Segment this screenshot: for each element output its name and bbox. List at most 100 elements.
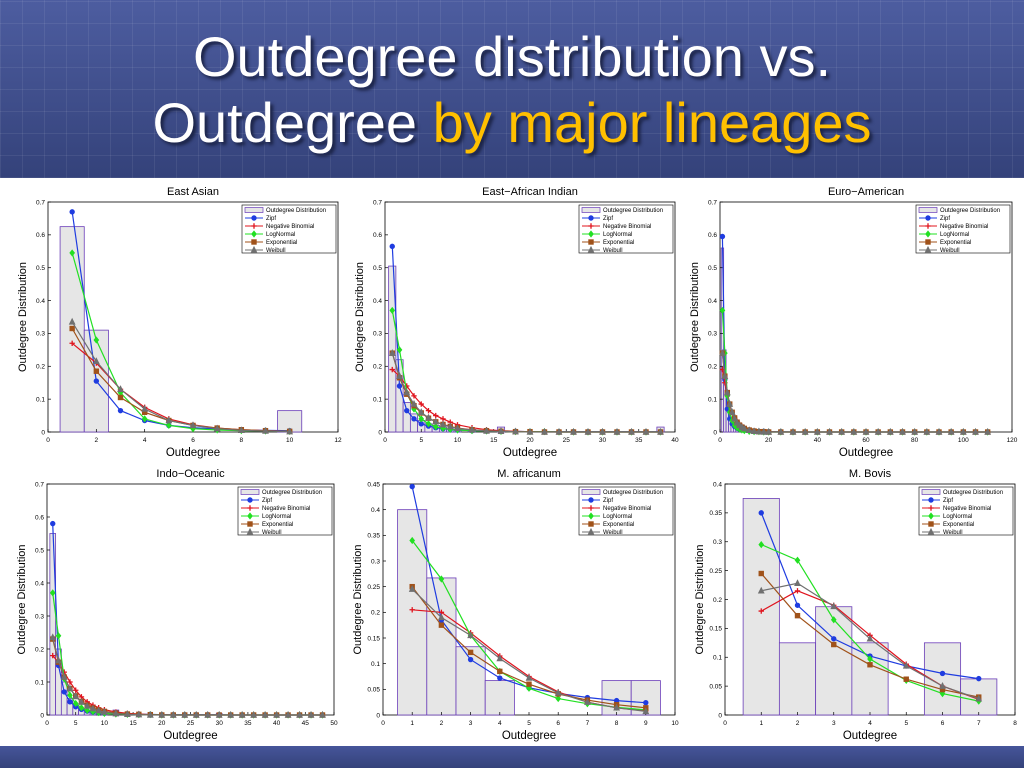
data-point xyxy=(745,426,753,434)
data-point xyxy=(69,325,75,332)
data-point xyxy=(204,710,212,718)
data-point xyxy=(526,684,532,692)
legend-box xyxy=(918,486,1014,536)
legend-box xyxy=(578,204,674,254)
data-point xyxy=(389,243,395,250)
slide-header: Outdegree distribution vs. Outdegree by … xyxy=(0,0,1024,178)
x-tick-label: 2 xyxy=(440,720,444,727)
legend-marker xyxy=(247,505,253,511)
x-tick-label: 6 xyxy=(556,720,560,727)
y-tick-label: 0.05 xyxy=(709,683,722,690)
legend-label: Negative Binomial xyxy=(603,224,651,230)
data-point xyxy=(237,426,245,434)
x-tick-label: 10 xyxy=(286,437,294,444)
data-point xyxy=(794,612,801,619)
y-tick-label: 0.35 xyxy=(367,533,380,540)
x-axis-label: Outdegree xyxy=(839,447,893,459)
y-tick-label: 0.2 xyxy=(713,597,722,604)
data-point xyxy=(411,416,417,422)
data-point xyxy=(238,710,246,718)
y-tick-label: 0 xyxy=(713,429,717,436)
y-tick-label: 0.4 xyxy=(713,481,722,488)
x-tick-label: 80 xyxy=(911,437,919,444)
data-point xyxy=(830,616,837,624)
data-point xyxy=(439,420,447,428)
data-point xyxy=(273,710,281,718)
data-point xyxy=(903,676,909,682)
data-point xyxy=(262,426,269,434)
legend-marker xyxy=(251,230,257,238)
series-weibull xyxy=(719,349,992,435)
legend-marker xyxy=(928,505,934,511)
legend-label: Zipf xyxy=(943,498,953,504)
y-tick-label: 0.3 xyxy=(35,613,44,620)
legend-box xyxy=(578,486,674,536)
y-tick-label: 0.7 xyxy=(373,199,382,206)
chart-title: M. africanum xyxy=(497,468,561,480)
series-weibull xyxy=(408,585,650,715)
y-tick-label: 0.1 xyxy=(713,655,722,662)
x-axis-label: Outdegree xyxy=(843,730,897,742)
data-point xyxy=(78,698,85,705)
chart-title: M. Bovis xyxy=(849,468,892,480)
series-weibull xyxy=(388,349,664,435)
y-tick-label: 0.5 xyxy=(373,265,382,272)
data-point xyxy=(758,570,764,577)
data-point xyxy=(227,710,235,718)
data-point xyxy=(758,541,765,549)
legend-marker xyxy=(925,215,931,221)
y-tick-label: 0.15 xyxy=(709,626,722,633)
x-tick-label: 20 xyxy=(765,437,773,444)
y-tick-label: 0.3 xyxy=(371,558,380,565)
data-point xyxy=(117,407,124,414)
y-tick-label: 0.1 xyxy=(371,661,380,668)
legend-marker xyxy=(247,512,253,520)
y-tick-label: 0.7 xyxy=(708,199,717,206)
y-tick-label: 0 xyxy=(40,712,44,719)
data-point xyxy=(418,415,425,423)
y-tick-label: 0.2 xyxy=(373,364,382,371)
legend-box xyxy=(237,486,333,536)
x-tick-label: 0 xyxy=(381,720,385,727)
chart-grid: 0 2 4 6 8 10 12 0 0.1 0.2 0.3 0.4 0.5 0.6 0.7 East Asia… xyxy=(0,178,1024,746)
x-axis-label: Outdegree xyxy=(502,730,556,742)
x-tick-label: 7 xyxy=(586,720,590,727)
data-point xyxy=(418,401,424,407)
legend-label: Exponential xyxy=(603,240,634,246)
data-point xyxy=(599,427,606,435)
histogram-bar xyxy=(815,606,853,716)
legend-marker xyxy=(927,527,935,535)
y-tick-label: 0.6 xyxy=(373,232,382,239)
data-point xyxy=(112,709,120,717)
data-point xyxy=(777,427,785,435)
legend-label: Weibull xyxy=(603,248,623,254)
x-tick-label: 20 xyxy=(158,720,166,727)
data-point xyxy=(831,636,837,642)
data-point xyxy=(215,710,223,718)
data-point xyxy=(483,426,490,434)
data-point xyxy=(866,634,874,642)
data-point xyxy=(813,427,821,435)
slide-title: Outdegree distribution vs. Outdegree by … xyxy=(0,24,1024,156)
x-tick-label: 100 xyxy=(958,437,969,444)
data-point xyxy=(135,710,143,718)
y-tick-label: 0.6 xyxy=(35,514,44,521)
x-tick-label: 5 xyxy=(527,720,531,727)
legend-label: LogNormal xyxy=(940,232,969,238)
x-tick-label: 2 xyxy=(95,437,99,444)
x-tick-label: 8 xyxy=(615,720,619,727)
data-point xyxy=(526,427,534,435)
data-point xyxy=(541,427,548,435)
legend-label: Outdegree Distribution xyxy=(943,490,1003,496)
x-tick-label: 4 xyxy=(143,437,147,444)
y-tick-label: 0 xyxy=(718,712,722,719)
data-point xyxy=(123,710,131,718)
data-point xyxy=(389,306,396,315)
data-point xyxy=(728,408,736,415)
legend-marker xyxy=(250,245,258,253)
data-point xyxy=(158,710,166,718)
x-tick-label: 0 xyxy=(383,437,387,444)
x-tick-label: 15 xyxy=(129,720,137,727)
data-point xyxy=(830,602,838,610)
